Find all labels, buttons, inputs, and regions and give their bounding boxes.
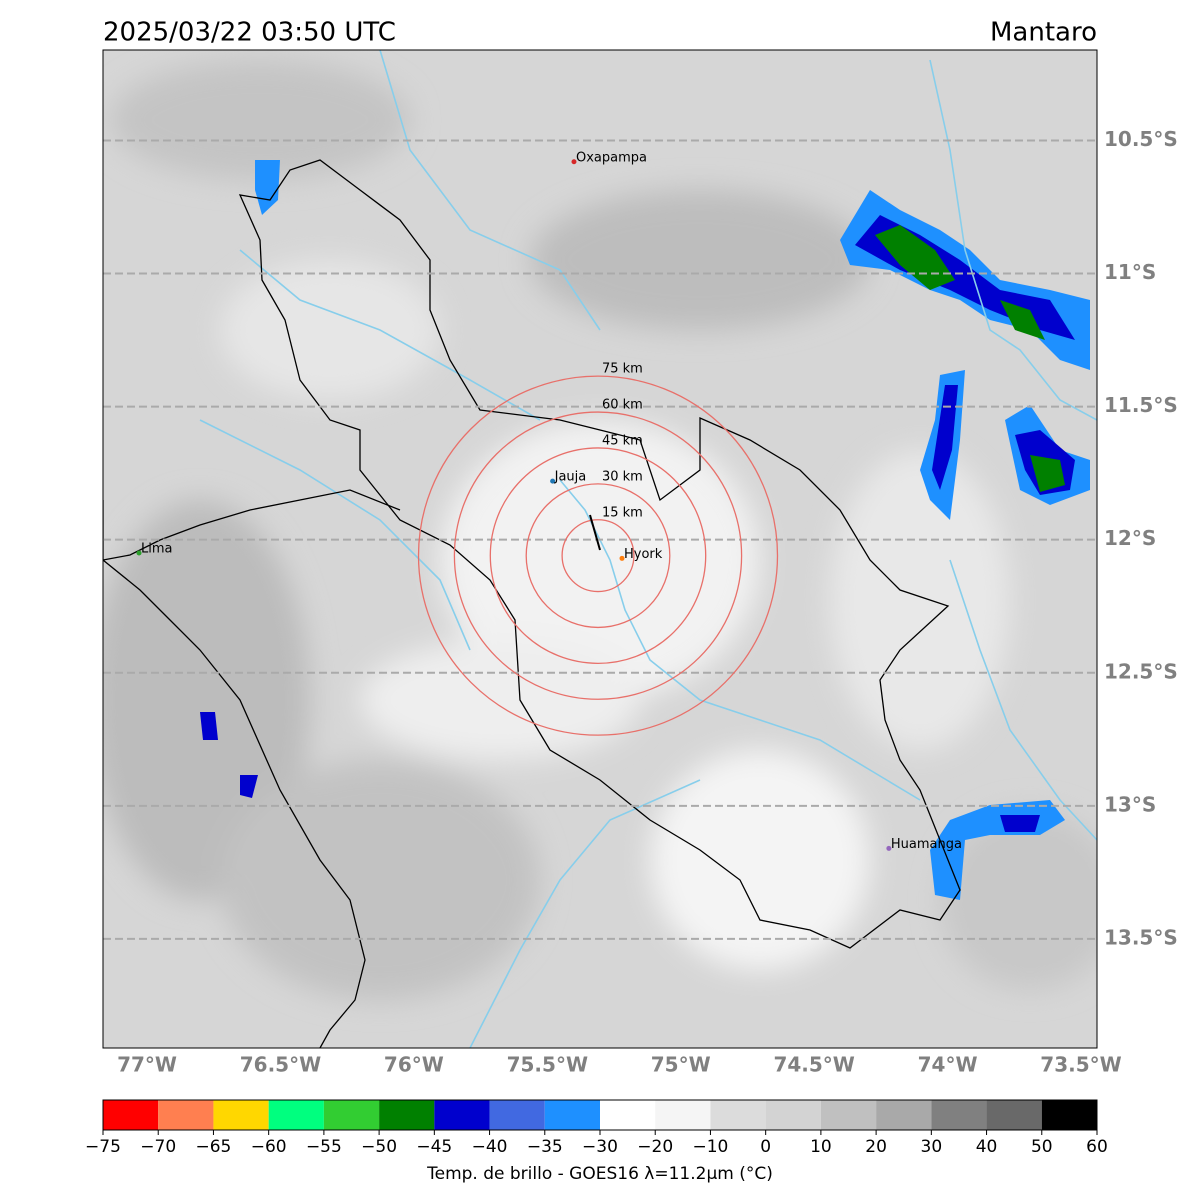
ring-label: 30 km <box>602 469 643 484</box>
range-ring <box>417 375 779 736</box>
ring-label: 75 km <box>602 362 643 377</box>
colorbar-tick-label: 20 <box>865 1137 887 1157</box>
colorbar-tick-label: −20 <box>637 1137 673 1157</box>
colorbar-tick-label: −55 <box>306 1137 342 1157</box>
map-area: 15 km 30 km 45 km 60 km 75 km Oxapampa Jauja H… <box>103 50 1097 1048</box>
lon-label: 76.5°W <box>240 1053 321 1077</box>
range-ring <box>489 447 707 665</box>
axes: 10.5°S 11°S 11.5°S 12°S 12.5°S 13°S 13.5°S 77°W… <box>117 127 1178 1077</box>
city-marker <box>136 550 142 556</box>
map-frame <box>102 49 1098 1049</box>
colorbar-box <box>986 1100 1042 1130</box>
colorbar-box <box>820 1100 877 1130</box>
colorbar-tick-label: −60 <box>251 1137 287 1157</box>
basin-boundary <box>103 159 961 1048</box>
colorbar-label: Temp. de brillo - GOES16 λ=11.2μm (°C) <box>426 1164 773 1184</box>
ring-label: 45 km <box>602 433 643 448</box>
city-marker <box>619 555 625 561</box>
city-label: Hyork <box>624 547 663 562</box>
colorbar-box <box>323 1100 380 1130</box>
lat-label: 12°S <box>1104 526 1156 550</box>
lat-label: 11.5°S <box>1104 393 1178 417</box>
lon-label: 75.5°W <box>507 1053 588 1077</box>
colorbar-box <box>1041 1100 1097 1130</box>
cloud-field <box>103 60 1097 1000</box>
lon-label: 74°W <box>918 1053 978 1077</box>
lon-label: 77°W <box>117 1053 177 1077</box>
title: 2025/03/22 03:50 UTC <box>103 18 396 48</box>
colorbar-box <box>158 1100 214 1130</box>
colorbar-tick-label: −75 <box>85 1137 121 1157</box>
colorbar-box <box>765 1100 821 1130</box>
colorbar-box <box>931 1100 987 1130</box>
lat-label: 11°S <box>1104 260 1156 284</box>
colorbar-tick-label: −65 <box>195 1137 231 1157</box>
city-label: Jauja <box>554 470 587 485</box>
city-label: Huamanga <box>891 837 962 852</box>
ring-label: 60 km <box>602 398 643 413</box>
city-marker <box>886 845 892 851</box>
lon-label: 73.5°W <box>1040 1053 1121 1077</box>
lat-label: 13.5°S <box>1104 925 1178 949</box>
colorbar-box <box>103 1100 159 1130</box>
lon-label: 74.5°W <box>773 1053 854 1077</box>
lon-label: 75°W <box>651 1053 711 1077</box>
colorbar-tick-label: −45 <box>416 1137 452 1157</box>
ring-label: 15 km <box>602 505 643 520</box>
colorbar-tick-label: −30 <box>582 1137 618 1157</box>
colorbar-tick-label: 60 <box>1086 1137 1108 1157</box>
colorbar-tick-label: −35 <box>527 1137 563 1157</box>
range-ring <box>561 519 635 593</box>
colorbar-tick-label: 10 <box>810 1137 832 1157</box>
colorbar-box <box>434 1100 490 1130</box>
lat-label: 10.5°S <box>1104 127 1178 151</box>
colorbar: −75 −70 −65 −60 −55 −50 −45 −40 −35 −30 −20 −10 0 10 2… <box>85 1099 1108 1157</box>
region-name: Mantaro <box>990 18 1097 48</box>
colorbar-tick-label: 50 <box>1031 1137 1053 1157</box>
range-ring <box>525 483 671 629</box>
colorbar-box <box>213 1100 269 1130</box>
city-marker <box>550 478 556 484</box>
rivers <box>199 50 1097 1048</box>
colorbar-box <box>876 1100 932 1130</box>
colorbar-box <box>268 1100 324 1130</box>
colorbar-tick-label: 0 <box>760 1137 771 1157</box>
lat-label: 12.5°S <box>1104 659 1178 683</box>
colorbar-box <box>600 1100 656 1130</box>
lat-label: 13°S <box>1104 792 1156 816</box>
city-marker <box>571 159 577 165</box>
colorbar-box <box>379 1100 435 1130</box>
colorbar-tick-label: 40 <box>976 1137 998 1157</box>
city-label: Lima <box>141 541 172 556</box>
colorbar-tick-label: −70 <box>140 1137 176 1157</box>
range-ring <box>453 411 743 700</box>
colorbar-box <box>710 1100 766 1130</box>
lat-grid <box>103 139 1097 940</box>
lon-label: 76°W <box>384 1053 444 1077</box>
colorbar-tick-label: −10 <box>692 1137 728 1157</box>
track-line <box>589 514 601 551</box>
colorbar-box <box>489 1100 545 1130</box>
colorbar-tick-label: −40 <box>472 1137 508 1157</box>
colorbar-box <box>544 1100 600 1130</box>
cities: Oxapampa Jauja Hyork Lima Huamanga <box>136 150 962 852</box>
storm-cells <box>200 160 1090 900</box>
colorbar-box <box>655 1100 711 1130</box>
colorbar-tick-label: −50 <box>361 1137 397 1157</box>
range-rings: 15 km 30 km 45 km 60 km 75 km <box>417 362 779 736</box>
city-label: Oxapampa <box>576 150 647 165</box>
colorbar-tick-label: 30 <box>921 1137 943 1157</box>
